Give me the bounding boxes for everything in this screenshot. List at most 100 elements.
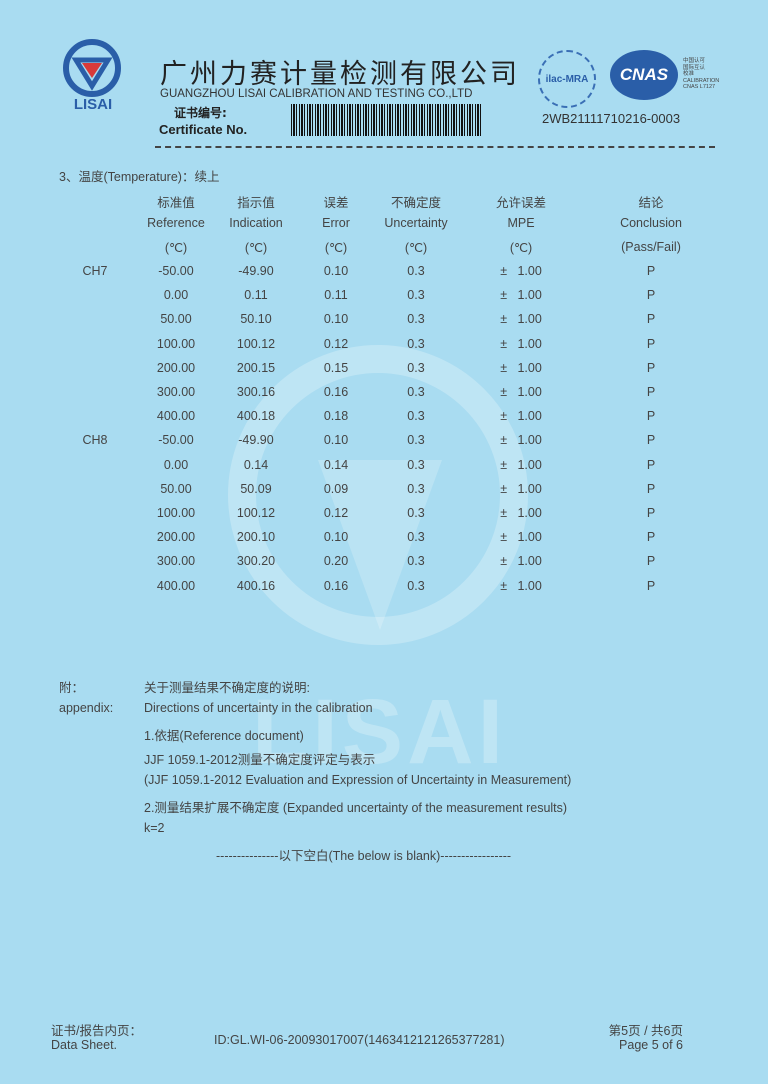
table-cell: ± 1.00 bbox=[500, 312, 542, 327]
table-cell: -49.90 bbox=[238, 264, 274, 278]
table-cell: P bbox=[646, 554, 656, 569]
column-header: 允许误差 bbox=[495, 196, 546, 210]
table-cell: 200.00 bbox=[156, 360, 196, 375]
appendix-line: (JJF 1059.1-2012 Evaluation and Expressi… bbox=[144, 773, 572, 787]
table-cell: 0.14 bbox=[323, 457, 349, 472]
cnas-logo: CNAS bbox=[610, 50, 678, 100]
table-cell: ± 1.00 bbox=[500, 288, 542, 303]
watermark-text: LISAI bbox=[252, 681, 508, 783]
appendix-line: 2.测量结果扩展不确定度 (Expanded uncertainty of th… bbox=[144, 801, 568, 815]
table-cell: -49.90 bbox=[238, 433, 274, 448]
table-cell: P bbox=[646, 433, 656, 448]
footer-label-cn: 证书/报告内页： bbox=[51, 1024, 142, 1038]
table-cell: 0.14 bbox=[243, 457, 269, 472]
page-number-cn: 第5页 / 共6页 bbox=[608, 1024, 683, 1038]
table-cell: 400.00 bbox=[156, 409, 196, 424]
table-cell: 0.09 bbox=[323, 481, 349, 496]
logo-text: LISAI bbox=[73, 96, 113, 113]
column-header: 指示值 bbox=[237, 196, 275, 210]
table-cell: ± 1.00 bbox=[500, 530, 542, 545]
column-header: MPE bbox=[507, 216, 535, 230]
table-cell: P bbox=[646, 288, 656, 303]
table-cell: 0.3 bbox=[407, 409, 425, 424]
table-cell: 0.3 bbox=[407, 578, 425, 593]
table-cell: P bbox=[646, 481, 656, 496]
column-header: 标准值 bbox=[157, 196, 195, 210]
column-header: (℃) bbox=[404, 241, 428, 255]
cnas-line: 国际互认 bbox=[683, 64, 706, 71]
table-cell: 0.3 bbox=[407, 530, 425, 545]
table-cell: ± 1.00 bbox=[500, 481, 542, 496]
certificate-label-cn: 证书编号: bbox=[174, 106, 227, 120]
cnas-line: CALIBRATION bbox=[683, 77, 720, 84]
cnas-line: CNAS L7127 bbox=[683, 84, 716, 90]
table-cell: 300.00 bbox=[156, 554, 196, 569]
table-cell: ± 1.00 bbox=[500, 264, 542, 278]
table-cell: 0.10 bbox=[323, 530, 349, 545]
appendix-line: 关于测量结果不确定度的说明: bbox=[144, 681, 310, 695]
watermark-logo-triangle bbox=[318, 460, 442, 630]
table-cell: 0.3 bbox=[407, 312, 425, 327]
blank-note: ---------------以下空白(The below is blank)-… bbox=[216, 849, 512, 863]
table-cell: 100.00 bbox=[156, 506, 196, 520]
table-cell: 0.3 bbox=[407, 506, 425, 520]
table-cell: -50.00 bbox=[158, 433, 194, 448]
column-header: 不确定度 bbox=[390, 196, 441, 210]
footer-label-en: Data Sheet. bbox=[51, 1038, 118, 1052]
table-cell: 300.20 bbox=[236, 554, 276, 569]
appendix-label-en: appendix: bbox=[59, 701, 114, 715]
column-header: (℃) bbox=[164, 241, 188, 255]
table-cell: ± 1.00 bbox=[500, 385, 542, 399]
table-cell: 400.18 bbox=[236, 409, 276, 424]
barcode bbox=[291, 104, 481, 136]
table-cell: ± 1.00 bbox=[500, 433, 542, 448]
table-cell: -50.00 bbox=[158, 264, 194, 278]
table-cell: P bbox=[646, 264, 656, 278]
table-cell: 0.00 bbox=[163, 457, 189, 472]
table-cell: 400.00 bbox=[156, 578, 196, 593]
table-cell: 0.11 bbox=[244, 288, 268, 303]
cnas-line: 中国认可 bbox=[683, 58, 706, 64]
company-name-cn: 广州力赛计量检测有限公司 bbox=[160, 59, 520, 90]
table-cell: 0.12 bbox=[323, 506, 349, 520]
table-cell: P bbox=[646, 578, 656, 593]
cnas-side-text: 中国认可 国际互认 校准 CALIBRATION CNAS L7127 bbox=[683, 58, 719, 91]
table-cell: 0.16 bbox=[323, 385, 349, 399]
column-header: (Pass/Fail) bbox=[621, 240, 681, 254]
column-header: Conclusion bbox=[620, 216, 682, 230]
table-cell: 100.12 bbox=[236, 336, 276, 351]
table-cell: ± 1.00 bbox=[500, 409, 542, 424]
table-cell: 0.3 bbox=[407, 336, 425, 351]
table-cell: 0.3 bbox=[407, 288, 425, 303]
channel-label: CH7 bbox=[82, 264, 108, 278]
column-header: 误差 bbox=[323, 196, 349, 210]
certificate-number: 2WB21111710216-0003 bbox=[542, 111, 681, 126]
table-cell: 0.00 bbox=[163, 288, 189, 303]
table-cell: 0.3 bbox=[407, 264, 425, 278]
document-id: ID:GL.WI-06-20093017007(1463412121265377… bbox=[214, 1033, 505, 1047]
appendix-line: k=2 bbox=[144, 821, 165, 835]
column-header: 结论 bbox=[638, 196, 664, 210]
table-cell: 0.3 bbox=[407, 481, 425, 496]
appendix-line: JJF 1059.1-2012测量不确定度评定与表示 bbox=[144, 753, 376, 767]
column-header: (℃) bbox=[244, 241, 268, 255]
table-cell: P bbox=[646, 409, 656, 424]
certificate-label-en: Certificate No. bbox=[159, 122, 248, 137]
table-cell: 400.16 bbox=[236, 578, 276, 593]
table-cell: P bbox=[646, 506, 656, 520]
appendix-lines: 关于测量结果不确定度的说明: Directions of uncertainty… bbox=[144, 677, 571, 845]
table-cell: 100.00 bbox=[156, 336, 196, 351]
table-cell: 0.16 bbox=[323, 578, 349, 593]
table-cell: ± 1.00 bbox=[500, 506, 542, 520]
table-cell: 0.3 bbox=[407, 385, 425, 399]
appendix-label-cn: 附： bbox=[59, 681, 85, 695]
lisai-logo-icon bbox=[63, 39, 121, 97]
company-name-en: GUANGZHOU LISAI CALIBRATION AND TESTING … bbox=[160, 88, 473, 100]
column-header: (℃) bbox=[509, 241, 533, 255]
table-cell: P bbox=[646, 530, 656, 545]
appendix-line: 1.依据(Reference document) bbox=[144, 729, 304, 743]
table-cell: 200.15 bbox=[236, 360, 276, 375]
table-cell: P bbox=[646, 457, 656, 472]
table-cell: 0.3 bbox=[407, 433, 425, 448]
table-cell: 300.16 bbox=[236, 385, 276, 399]
